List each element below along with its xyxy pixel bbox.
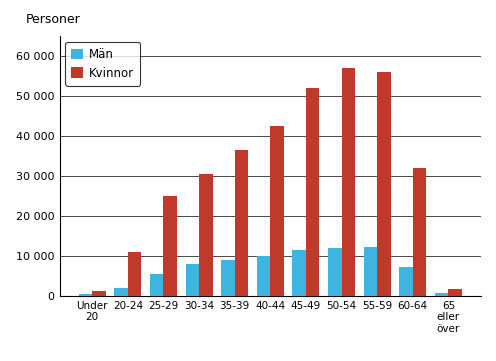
Bar (448, 289, 462, 296)
Bar (328, 248, 342, 296)
Bar (257, 256, 270, 296)
Bar (186, 264, 199, 296)
Bar (342, 68, 355, 296)
Bar (150, 274, 164, 296)
Text: Personer: Personer (26, 13, 80, 26)
Bar (306, 88, 319, 296)
Bar (235, 150, 248, 296)
Bar (128, 252, 141, 296)
Bar (114, 288, 128, 296)
Bar (164, 196, 177, 296)
Legend: Män, Kvinnor: Män, Kvinnor (65, 42, 140, 86)
Bar (221, 260, 235, 296)
Bar (435, 293, 448, 296)
Bar (199, 174, 213, 296)
Bar (79, 294, 92, 296)
Bar (293, 250, 306, 296)
Bar (92, 291, 106, 296)
Bar (413, 168, 427, 296)
Bar (399, 267, 413, 296)
Bar (377, 72, 391, 296)
Bar (364, 247, 377, 296)
Bar (270, 126, 284, 296)
